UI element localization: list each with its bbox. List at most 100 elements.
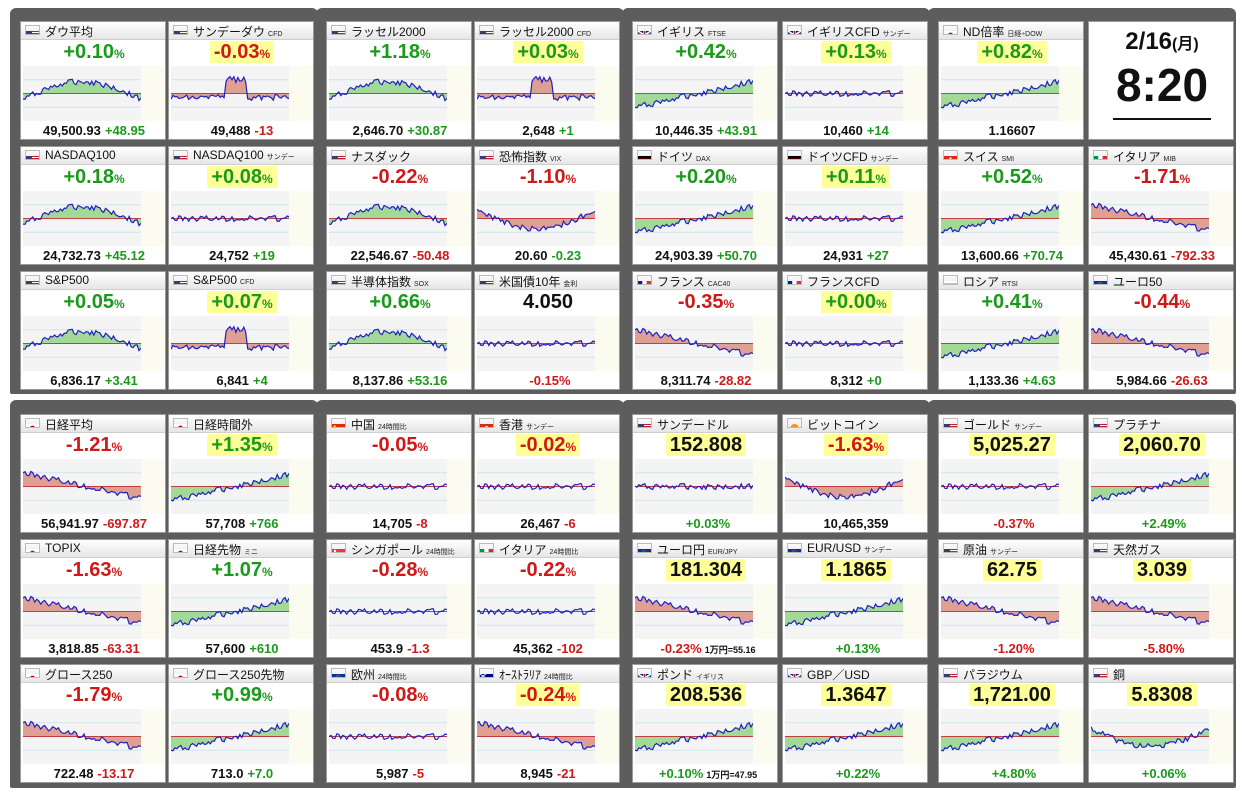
market-tile[interactable]: 天然ガス 3.039 -5.80% bbox=[1088, 539, 1234, 658]
market-tile[interactable]: ラッセル2000 +1.18% 2,646.70 +30.87 bbox=[326, 21, 472, 140]
price-value: 26,467 bbox=[520, 516, 561, 531]
tile-subname: VIX bbox=[550, 156, 562, 163]
change-text: +0.10 bbox=[63, 41, 114, 63]
market-tile[interactable]: 中国 24時間比 -0.05% 14,705 -8 bbox=[326, 414, 472, 533]
tile-header: ユーロ50 bbox=[1089, 272, 1233, 290]
market-tile[interactable]: プラチナ 2,060.70 +2.49% bbox=[1088, 414, 1234, 533]
market-tile[interactable]: TOPIX -1.63% 3,818.85 -63.31 bbox=[20, 539, 166, 658]
tile-name-text: TOPIX bbox=[45, 541, 81, 555]
change-text: -0.02 bbox=[519, 434, 566, 456]
tile-name: 日経先物 ミニ bbox=[193, 541, 258, 558]
price-footer: 45,362 -102 bbox=[475, 641, 619, 656]
market-tile[interactable]: ゴールド サンデー 5,025.27 -0.37% bbox=[938, 414, 1084, 533]
percent-unit: % bbox=[723, 297, 735, 311]
market-tile[interactable]: フランス CAC40 -0.35% 8,311.74 -28.82 bbox=[632, 271, 778, 390]
change-text: -0.03 bbox=[213, 41, 260, 63]
change-number: -1.10% bbox=[520, 166, 576, 188]
market-tile[interactable]: グロース250先物 +0.99% 713.0 +7.0 bbox=[168, 664, 314, 783]
market-tile[interactable]: 恐怖指数 VIX -1.10% 20.60 -0.23 bbox=[474, 146, 620, 265]
tile-name-text: ラッセル2000 bbox=[499, 25, 574, 39]
tile-name: グロース250先物 bbox=[193, 666, 284, 683]
tile-name: イギリスCFD サンデー bbox=[807, 23, 911, 40]
diff-value: -102 bbox=[556, 641, 583, 656]
mini-chart bbox=[170, 191, 313, 246]
tile-name: 米国債10年 金利 bbox=[499, 273, 577, 290]
market-tile[interactable]: ロシア RTSI +0.41% 1,133.36 +4.63 bbox=[938, 271, 1084, 390]
market-tile[interactable]: 欧州 24時間比 -0.08% 5,987 -5 bbox=[326, 664, 472, 783]
change-text: -0.22 bbox=[371, 166, 418, 188]
market-tile[interactable]: 原油 サンデー 62.75 -1.20% bbox=[938, 539, 1084, 658]
market-tile[interactable]: S&P500 +0.05% 6,836.17 +3.41 bbox=[20, 271, 166, 390]
change-number: +0.13% bbox=[821, 41, 891, 63]
change-text: -0.35 bbox=[677, 291, 724, 313]
market-tile[interactable]: ラッセル2000 CFD +0.03% 2,648 +1 bbox=[474, 21, 620, 140]
change-text: +0.07 bbox=[211, 291, 262, 313]
market-tile[interactable]: グロース250 -1.79% 722.48 -13.17 bbox=[20, 664, 166, 783]
market-tile[interactable]: スイス SMI +0.52% 13,600.66 +70.74 bbox=[938, 146, 1084, 265]
market-tile[interactable]: ナスダック -0.22% 22,546.67 -50.48 bbox=[326, 146, 472, 265]
tile-name-text: イタリア bbox=[499, 543, 547, 557]
market-tile[interactable]: 日経時間外 +1.35% 57,708 +766 bbox=[168, 414, 314, 533]
market-tile[interactable]: 香港 サンデー -0.02% 26,467 -6 bbox=[474, 414, 620, 533]
tile-header: フランス CAC40 bbox=[633, 272, 777, 290]
price-value: 8,312 bbox=[830, 373, 863, 388]
market-tile[interactable]: ｵｰｽﾄﾗﾘｱ 24時間比 -0.24% 8,945 -21 bbox=[474, 664, 620, 783]
market-tile[interactable]: ビットコイン -1.63% 10,465,359 bbox=[782, 414, 928, 533]
diff-value: -5 bbox=[412, 766, 425, 781]
change-value: +0.03% bbox=[475, 41, 619, 65]
market-tile[interactable]: GBP／USD 1.3647 +0.22% bbox=[782, 664, 928, 783]
market-tile[interactable]: NASDAQ100 サンデー +0.08% 24,752 +19 bbox=[168, 146, 314, 265]
market-tile[interactable]: サンデーダウ CFD -0.03% 49,488 -13 bbox=[168, 21, 314, 140]
tile-header: ラッセル2000 bbox=[327, 22, 471, 40]
price-decimals: .35 bbox=[694, 123, 713, 138]
mini-chart bbox=[940, 316, 1083, 371]
change-number: +0.82% bbox=[977, 41, 1047, 63]
change-value: -0.35% bbox=[633, 291, 777, 315]
market-tile[interactable]: EUR/USD サンデー 1.1865 +0.13% bbox=[782, 539, 928, 658]
change-number: -1.21% bbox=[66, 434, 122, 456]
market-tile[interactable]: ドイツ DAX +0.20% 24,903.39 +50.70 bbox=[632, 146, 778, 265]
market-tile[interactable]: 日経平均 -1.21% 56,941.97 -697.87 bbox=[20, 414, 166, 533]
market-tile[interactable]: イタリア MIB -1.71% 45,430.61 -792.33 bbox=[1088, 146, 1234, 265]
mini-chart bbox=[1090, 316, 1233, 371]
price-decimals: .9 bbox=[392, 641, 404, 656]
market-tile[interactable]: S&P500 CFD +0.07% 6,841 +4 bbox=[168, 271, 314, 390]
price-decimals: .48 bbox=[75, 766, 94, 781]
tile-header: イタリア MIB bbox=[1089, 147, 1233, 165]
mini-chart bbox=[1090, 459, 1233, 514]
diff-value: +4 bbox=[252, 373, 268, 388]
change-text: 2,060.70 bbox=[1123, 434, 1201, 456]
market-tile[interactable]: 日経先物 ミニ +1.07% 57,600 +610 bbox=[168, 539, 314, 658]
price-decimals: .61 bbox=[1148, 248, 1167, 263]
market-tile[interactable]: NASDAQ100 +0.18% 24,732.73 +45.12 bbox=[20, 146, 166, 265]
market-tile[interactable]: イギリス FTSE +0.42% 10,446.35 +43.91 bbox=[632, 21, 778, 140]
tile-name-text: ドイツ bbox=[657, 150, 694, 164]
diff-value: -63.31 bbox=[102, 641, 140, 656]
market-tile[interactable]: ユーロ円 EUR/JPY 181.304 -0.23% 1万円=55.16 bbox=[632, 539, 778, 658]
market-tile[interactable]: サンデードル 152.808 +0.03% bbox=[632, 414, 778, 533]
mini-chart bbox=[22, 709, 165, 764]
price-decimals: .85 bbox=[80, 641, 99, 656]
price-decimals: .97 bbox=[80, 516, 99, 531]
tile-header: 中国 24時間比 bbox=[327, 415, 471, 433]
market-tile[interactable]: ダウ平均 +0.10% 49,500.93 +48.95 bbox=[20, 21, 166, 140]
diff-value: +14 bbox=[866, 123, 889, 138]
change-text: +1.35 bbox=[211, 434, 262, 456]
mini-chart bbox=[634, 709, 777, 764]
market-tile[interactable]: 半導体指数 SOX +0.66% 8,137.86 +53.16 bbox=[326, 271, 472, 390]
tile-header: NASDAQ100 bbox=[21, 147, 165, 165]
market-tile[interactable]: ユーロ50 -0.44% 5,984.66 -26.63 bbox=[1088, 271, 1234, 390]
market-tile[interactable]: 米国債10年 金利 4.050 -0.15% bbox=[474, 271, 620, 390]
market-tile[interactable]: ND倍率 日経÷DOW +0.82% 1.16607 bbox=[938, 21, 1084, 140]
market-tile[interactable]: フランスCFD +0.00% 8,312 +0 bbox=[782, 271, 928, 390]
market-tile[interactable]: イタリア 24時間比 -0.22% 45,362 -102 bbox=[474, 539, 620, 658]
market-tile[interactable]: ポンド イギリス 208.536 +0.10% 1万円=47.95 bbox=[632, 664, 778, 783]
mini-chart bbox=[22, 316, 165, 371]
market-tile[interactable]: ドイツCFD サンデー +0.11% 24,931 +27 bbox=[782, 146, 928, 265]
price-footer: 2,646.70 +30.87 bbox=[327, 123, 471, 138]
tile-name: 日経平均 bbox=[45, 416, 93, 433]
market-tile[interactable]: イギリスCFD サンデー +0.13% 10,460 +14 bbox=[782, 21, 928, 140]
market-tile[interactable]: 銅 5.8308 +0.06% bbox=[1088, 664, 1234, 783]
market-tile[interactable]: パラジウム 1,721.00 +4.80% bbox=[938, 664, 1084, 783]
market-tile[interactable]: シンガポール 24時間比 -0.28% 453.9 -1.3 bbox=[326, 539, 472, 658]
